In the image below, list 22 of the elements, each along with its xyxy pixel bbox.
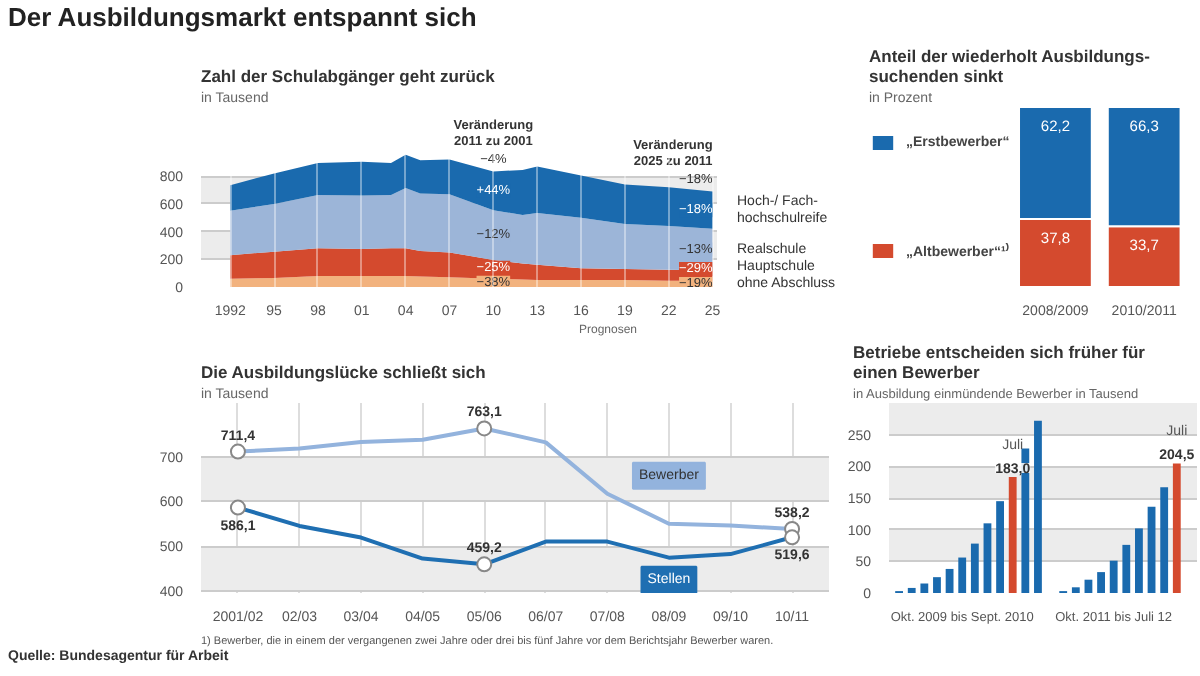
bar [970,543,979,593]
bar [1122,544,1131,593]
bar [1097,572,1105,593]
bar [1109,560,1118,593]
bar [1160,487,1169,593]
chart-title: Zahl der Schulabgänger geht zurück [201,66,496,86]
bar [920,583,929,593]
bar [1172,463,1181,593]
bar [996,501,1004,593]
chart-title: Betriebe entscheiden sich früher für einen Bewerber [853,342,1147,382]
bar [1008,477,1017,593]
bar [983,523,992,593]
bar [933,577,941,593]
text: Der Ausbildungsmarkt entspannt sich [8,0,477,36]
bar [1135,528,1143,593]
bar [907,587,916,593]
bar [945,568,954,593]
bar [1071,587,1080,593]
bar [1034,420,1042,593]
chart-title: Anteil der wiederholt Ausbildungs- suchenden sinkt [869,46,1151,86]
chart-title: Die Ausbildungslücke schließt sich [201,362,486,382]
bar [958,557,967,593]
